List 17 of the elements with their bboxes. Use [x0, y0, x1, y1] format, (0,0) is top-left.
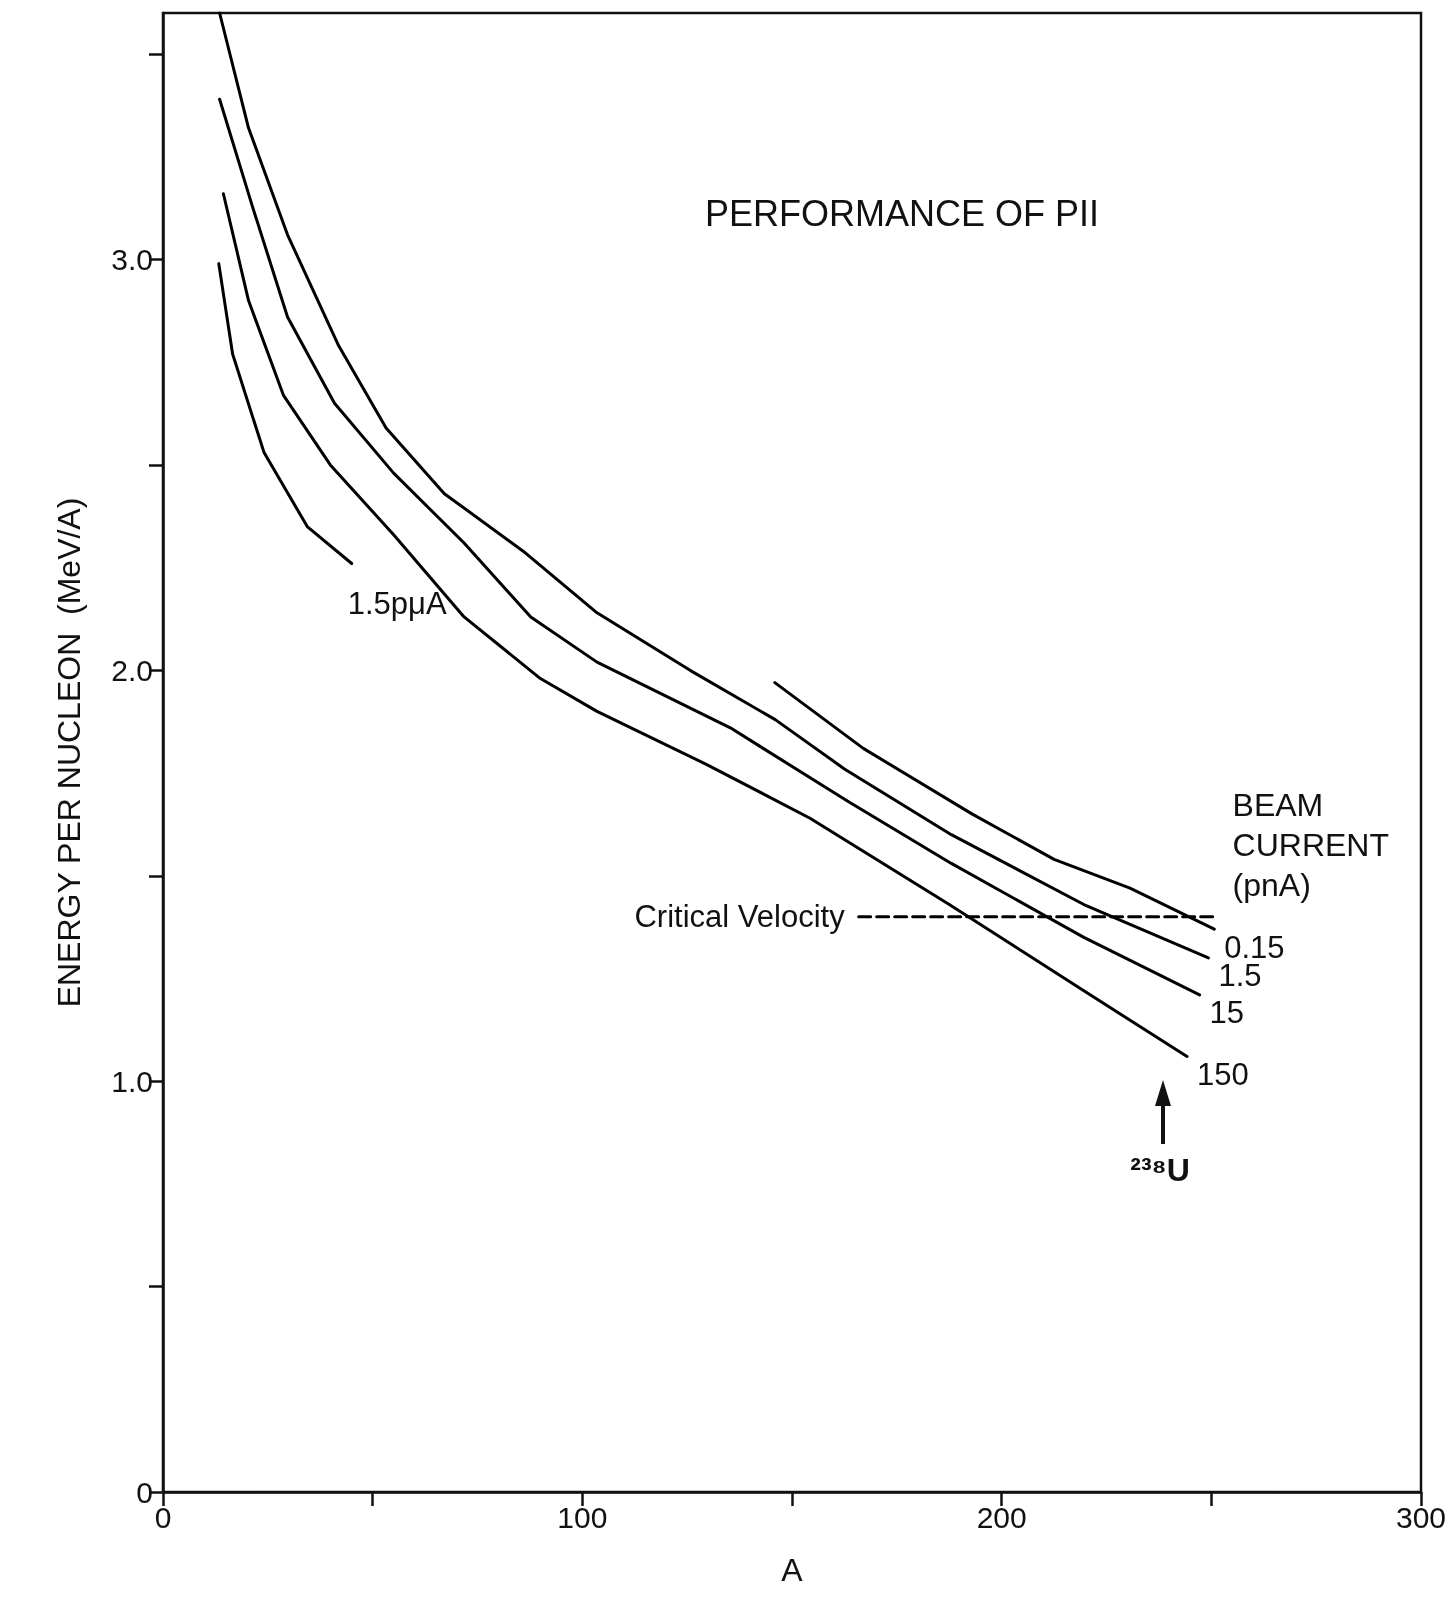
line-series [217, 262, 354, 566]
annotation: ²³⁸U [1129, 1152, 1191, 1189]
series-label: 15 [1209, 995, 1245, 1031]
y-tick-label: 2.0 [111, 653, 153, 687]
x-tick-label: 200 [976, 1500, 1027, 1534]
series-label: Critical Velocity [634, 899, 846, 935]
y-tick-label: 3.0 [111, 243, 153, 276]
series-label: 1.5pμA [347, 586, 447, 622]
y-tick-label: 0 [136, 1475, 153, 1509]
y-axis-title: ENERGY PER NUCLEON (MeV/A) [51, 497, 87, 1008]
x-axis-title: A [781, 1552, 804, 1588]
series-label: 150 [1197, 1057, 1249, 1093]
y-tick-label: 1.0 [111, 1064, 153, 1098]
text: PERFORMANCE OF PII [705, 192, 1100, 234]
legend-title: BEAM CURRENT (pnA) [1232, 787, 1389, 903]
x-tick-label: 100 [557, 1500, 608, 1534]
x-tick-label: 300 [1395, 1500, 1447, 1534]
